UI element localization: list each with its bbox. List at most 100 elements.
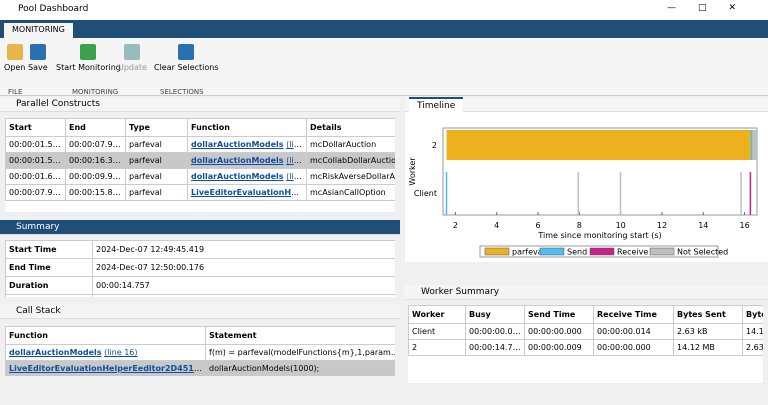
group-label: FILE (8, 88, 22, 96)
toolbar-button[interactable]: Start Monitoring (56, 44, 121, 72)
table-cell: dollarAuctionModels (line 16) (6, 345, 206, 361)
table-row[interactable]: 00:00:01.57300:00:16.330parfevaldollarAu… (6, 153, 396, 169)
tab[interactable]: Timeline (409, 97, 463, 112)
line-link[interactable]: (line 16) (104, 348, 137, 357)
table-row[interactable]: dollarAuctionModels (line 16)f(m) = parf… (6, 345, 396, 361)
worker-label: Client (414, 189, 437, 198)
column-header: Function (6, 327, 206, 345)
x-tick-label: 10 (616, 221, 626, 230)
table: WorkerBusySend TimeReceive TimeBytes Sen… (408, 305, 763, 356)
toolbar-button[interactable]: Save (28, 44, 48, 72)
button-label: Open (4, 63, 25, 72)
table-cell: 00:00:09.989 (66, 169, 126, 185)
table: Start Time2024-Dec-07 12:49:45.419End Ti… (5, 240, 395, 297)
window-controls[interactable]: —□✕ (667, 3, 758, 13)
table-cell: 00:00:01.573 (6, 153, 66, 169)
column-header: Function (188, 119, 307, 137)
legend-swatch (540, 248, 564, 255)
line-link[interactable]: (line 16) (286, 156, 306, 165)
table-cell: dollarAuctionModels (line 16) (188, 153, 307, 169)
panel-header: Summary (0, 220, 400, 235)
callstack-table: FunctionStatementdollarAuctionModels (li… (5, 326, 395, 376)
button-label: Clear Selections (154, 63, 219, 72)
title-bar: Pool Dashboard—□✕ (0, 0, 768, 20)
table-cell: 1 (93, 295, 396, 298)
panel-header: Worker Summary (405, 285, 768, 300)
toolbar-button[interactable]: Clear Selections (154, 44, 219, 72)
function-link[interactable]: dollarAuctionModels (9, 348, 102, 357)
header-row: FunctionStatement (6, 327, 396, 345)
table-row[interactable]: End Time2024-Dec-07 12:50:00.176 (6, 259, 396, 277)
function-link[interactable]: LiveEditorEvaluationHelperEeditor2D451C8… (9, 364, 206, 373)
tab-bar: MONITORING (0, 20, 768, 38)
table-cell: LiveEditorEvaluationHelperEeditor2D451C8… (6, 361, 206, 377)
timeline-bar (447, 130, 752, 160)
button-label: Update (118, 63, 147, 72)
table: StartEndTypeFunctionDetails00:00:01.5710… (5, 118, 395, 201)
header-row: StartEndTypeFunctionDetails (6, 119, 396, 137)
table-cell: parfeval (126, 137, 188, 153)
table-row[interactable]: 00:00:01.61500:00:09.989parfevaldollarAu… (6, 169, 396, 185)
toolbar-button[interactable]: Open (4, 44, 25, 72)
function-link[interactable]: dollarAuctionModels (191, 140, 284, 149)
table-cell: 00:00:15.830 (66, 185, 126, 201)
table-row[interactable]: 00:00:07.95000:00:15.830parfevalLiveEdit… (6, 185, 396, 201)
table-cell: 00:00:00.014 (594, 324, 674, 340)
table-cell: 00:00:00.000 (594, 340, 674, 356)
line-link[interactable]: (line 16) (286, 172, 306, 181)
function-link[interactable]: LiveEditorEvaluationHelpe (191, 188, 307, 197)
table-cell: 14.12 MB (674, 340, 743, 356)
table-row[interactable]: Client00:00:00.00000:00:00.00000:00:00.0… (409, 324, 764, 340)
timeline-bar (751, 130, 757, 160)
button-icon (124, 44, 140, 60)
legend-label: Not Selected (677, 248, 728, 257)
table-cell: mcAsianCallOption (307, 185, 396, 201)
x-tick-label: 2 (453, 221, 458, 230)
toolstrip: OpenSaveFILEStart MonitoringUpdateMONITO… (0, 38, 768, 96)
x-tick-label: 14 (698, 221, 708, 230)
table-cell: 00:00:07.950 (6, 185, 66, 201)
button-icon (30, 44, 46, 60)
column-header: Details (307, 119, 396, 137)
function-link[interactable]: dollarAuctionModels (191, 172, 284, 181)
table-row[interactable]: 200:00:14.72100:00:00.00900:00:00.00014.… (409, 340, 764, 356)
table-cell: 2024-Dec-07 12:50:00.176 (93, 259, 396, 277)
table-cell: Start Time (6, 241, 93, 259)
legend-swatch (650, 248, 674, 255)
table-row[interactable]: Number of Workers1 (6, 295, 396, 298)
column-header: Type (126, 119, 188, 137)
legend-label: Receive (617, 248, 648, 257)
column-header: Statement (206, 327, 396, 345)
table-cell: 00:00:00.009 (525, 340, 594, 356)
worker-table: WorkerBusySend TimeReceive TimeBytes Sen… (408, 305, 763, 383)
table-cell: LiveEditorEvaluationHelpe (188, 185, 307, 201)
constructs-table: StartEndTypeFunctionDetails00:00:01.5710… (5, 118, 395, 212)
table-cell: 00:00:00.000 (525, 324, 594, 340)
legend-swatch (485, 248, 509, 255)
table-cell: dollarAuctionModels (line 16) (188, 169, 307, 185)
tab[interactable]: MONITORING (4, 23, 73, 38)
table-cell: 00:00:01.571 (6, 137, 66, 153)
table-cell: mcCollabDollarAuction (307, 153, 396, 169)
table-cell: 00:00:07.959 (66, 137, 126, 153)
table-row[interactable]: 00:00:01.57100:00:07.959parfevaldollarAu… (6, 137, 396, 153)
line-link[interactable]: (line 16) (286, 140, 306, 149)
toolbar-button[interactable]: Update (118, 44, 147, 72)
x-tick-label: 6 (535, 221, 540, 230)
header-row: WorkerBusySend TimeReceive TimeBytes Sen… (409, 306, 764, 324)
table-row[interactable]: Start Time2024-Dec-07 12:49:45.419 (6, 241, 396, 259)
x-tick-label: 8 (577, 221, 582, 230)
table-cell: parfeval (126, 185, 188, 201)
table-row[interactable]: Duration00:00:14.757 (6, 277, 396, 295)
panel-header: Parallel Constructs (0, 97, 400, 112)
x-tick-label: 16 (740, 221, 750, 230)
table-row[interactable]: LiveEditorEvaluationHelperEeditor2D451C8… (6, 361, 396, 377)
function-link[interactable]: dollarAuctionModels (191, 156, 284, 165)
table-cell: Number of Workers (6, 295, 93, 298)
column-header: Send Time (525, 306, 594, 324)
button-icon (80, 44, 96, 60)
legend-label: Send (567, 248, 587, 257)
button-icon (7, 44, 23, 60)
table-cell: dollarAuctionModels(1000); (206, 361, 396, 377)
